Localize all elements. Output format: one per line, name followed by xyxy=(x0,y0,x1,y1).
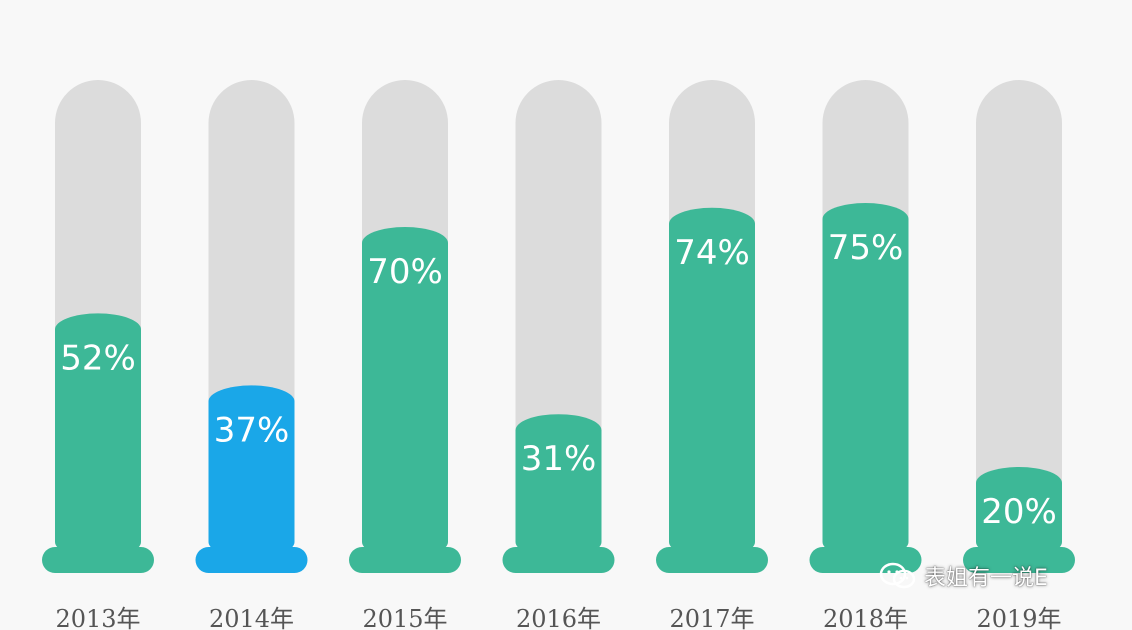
bar xyxy=(515,414,602,558)
x-tick-label: 2013年 xyxy=(55,605,140,630)
x-tick-label: 2019年 xyxy=(976,605,1061,630)
bar-base xyxy=(963,547,1075,573)
bar-track xyxy=(976,80,1062,558)
watermark: 表姐有一说E xyxy=(878,560,1048,592)
wechat-icon xyxy=(879,562,916,589)
bar-group: 70% 2015年 xyxy=(349,80,461,630)
data-label: 37% xyxy=(214,410,290,450)
x-tick-label: 2016年 xyxy=(516,605,601,630)
bar-base xyxy=(502,547,615,573)
bar-base xyxy=(195,547,308,573)
bar xyxy=(208,385,295,558)
bar-base xyxy=(42,547,154,573)
bar-group: 31% 2016年 xyxy=(502,80,615,630)
bar-group: 74% 2017年 xyxy=(656,80,768,630)
x-tick-label: 2017年 xyxy=(669,605,754,630)
bar xyxy=(976,467,1062,558)
bar-base xyxy=(656,547,768,573)
data-label: 31% xyxy=(521,439,597,479)
bar xyxy=(822,203,909,558)
bar-group: 20% 2019年 xyxy=(963,80,1075,630)
x-tick-label: 2015年 xyxy=(362,605,447,630)
bar-base xyxy=(349,547,461,573)
bar-group: 52% 2013年 xyxy=(42,80,154,630)
bar-base xyxy=(809,547,922,573)
x-tick-label: 2014年 xyxy=(209,605,294,630)
bar xyxy=(55,313,141,558)
watermark-text: 表姐有一说E xyxy=(924,566,1048,591)
bar xyxy=(669,207,755,559)
data-label: 70% xyxy=(367,252,443,292)
data-label: 75% xyxy=(828,228,904,268)
data-label: 52% xyxy=(60,338,136,378)
bar-group: 75% 2018年 xyxy=(809,80,922,630)
data-label: 20% xyxy=(981,492,1057,532)
data-label: 74% xyxy=(674,233,750,273)
bar-group: 37% 2014年 xyxy=(195,80,308,630)
bar xyxy=(362,227,448,558)
x-tick-label: 2018年 xyxy=(823,605,908,630)
